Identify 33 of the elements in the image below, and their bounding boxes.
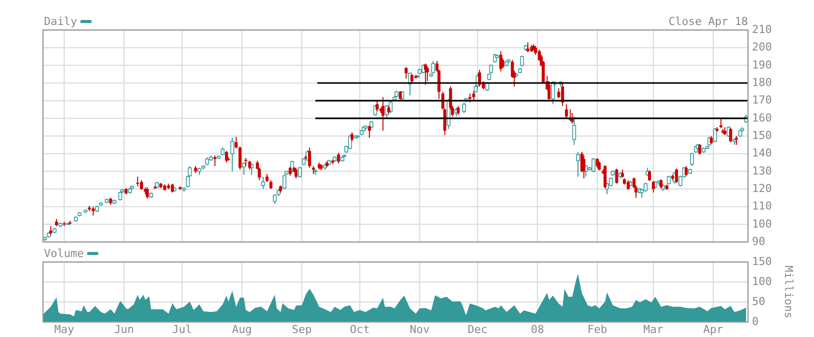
- y-tick-label: 190: [752, 58, 772, 72]
- y-tick-label: 100: [752, 275, 772, 288]
- y-tick-label: 50: [752, 295, 766, 308]
- chart-title: Daily: [44, 15, 78, 28]
- y-tick-label: 140: [752, 146, 772, 160]
- y-tick-label: 150: [752, 129, 772, 142]
- x-tick-label: Sep: [292, 323, 312, 336]
- y-tick-label: 90: [752, 235, 766, 248]
- x-tick-label: Aug: [232, 323, 252, 336]
- x-tick-label: Apr: [703, 323, 724, 336]
- y-tick-label: 130: [752, 164, 772, 178]
- x-tick-label: Dec: [468, 323, 488, 336]
- y-tick-label: 100: [752, 217, 772, 230]
- chart-title: Volume: [44, 247, 84, 260]
- x-tick-label: Feb: [587, 323, 608, 336]
- y-axis-title: Millions: [782, 266, 795, 318]
- y-tick-label: 0: [752, 315, 759, 328]
- y-tick-label: 200: [752, 40, 772, 54]
- x-tick-label: 08: [530, 323, 544, 336]
- y-tick-label: 110: [752, 200, 772, 213]
- x-tick-label: Mar: [643, 323, 664, 336]
- y-tick-label: 210: [752, 23, 772, 36]
- y-tick-label: 180: [752, 76, 772, 90]
- x-tick-label: Jun: [114, 323, 134, 336]
- y-tick-label: 120: [752, 182, 772, 196]
- y-tick-label: 170: [752, 94, 772, 107]
- y-tick-label: 150: [752, 255, 772, 268]
- x-tick-label: Jul: [172, 323, 192, 336]
- x-tick-label: Oct: [350, 323, 370, 336]
- y-tick-label: 160: [752, 111, 772, 124]
- text: Close Apr 18: [668, 15, 748, 28]
- x-tick-label: Nov: [410, 323, 430, 336]
- x-tick-label: May: [54, 323, 75, 336]
